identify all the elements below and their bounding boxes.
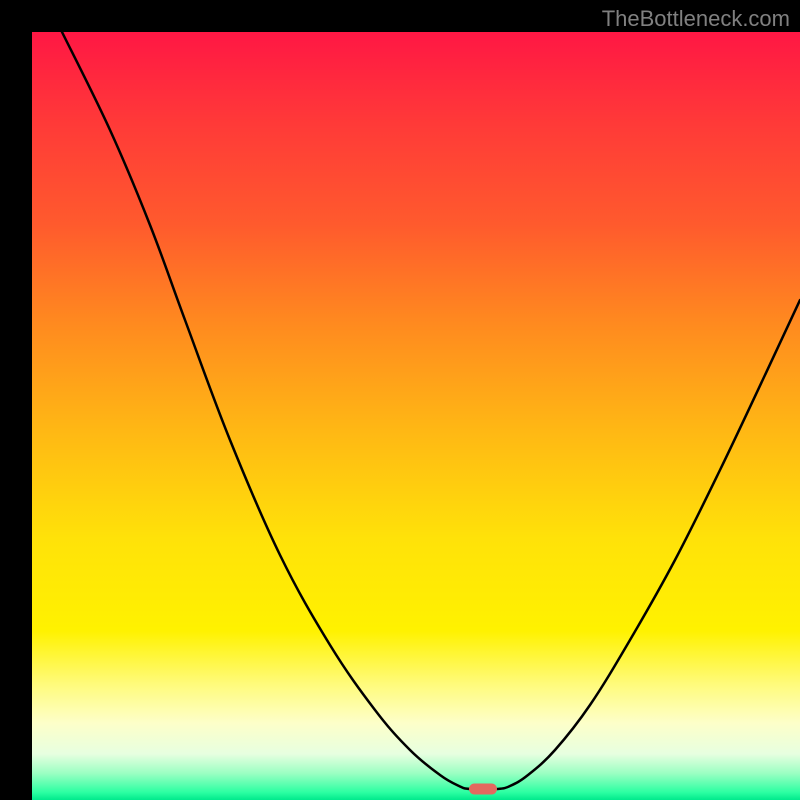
optimal-marker — [469, 784, 497, 795]
bottleneck-chart: TheBottleneck.com — [0, 0, 800, 800]
chart-svg — [0, 0, 800, 800]
watermark-text: TheBottleneck.com — [602, 6, 790, 32]
gradient-background — [32, 32, 800, 800]
